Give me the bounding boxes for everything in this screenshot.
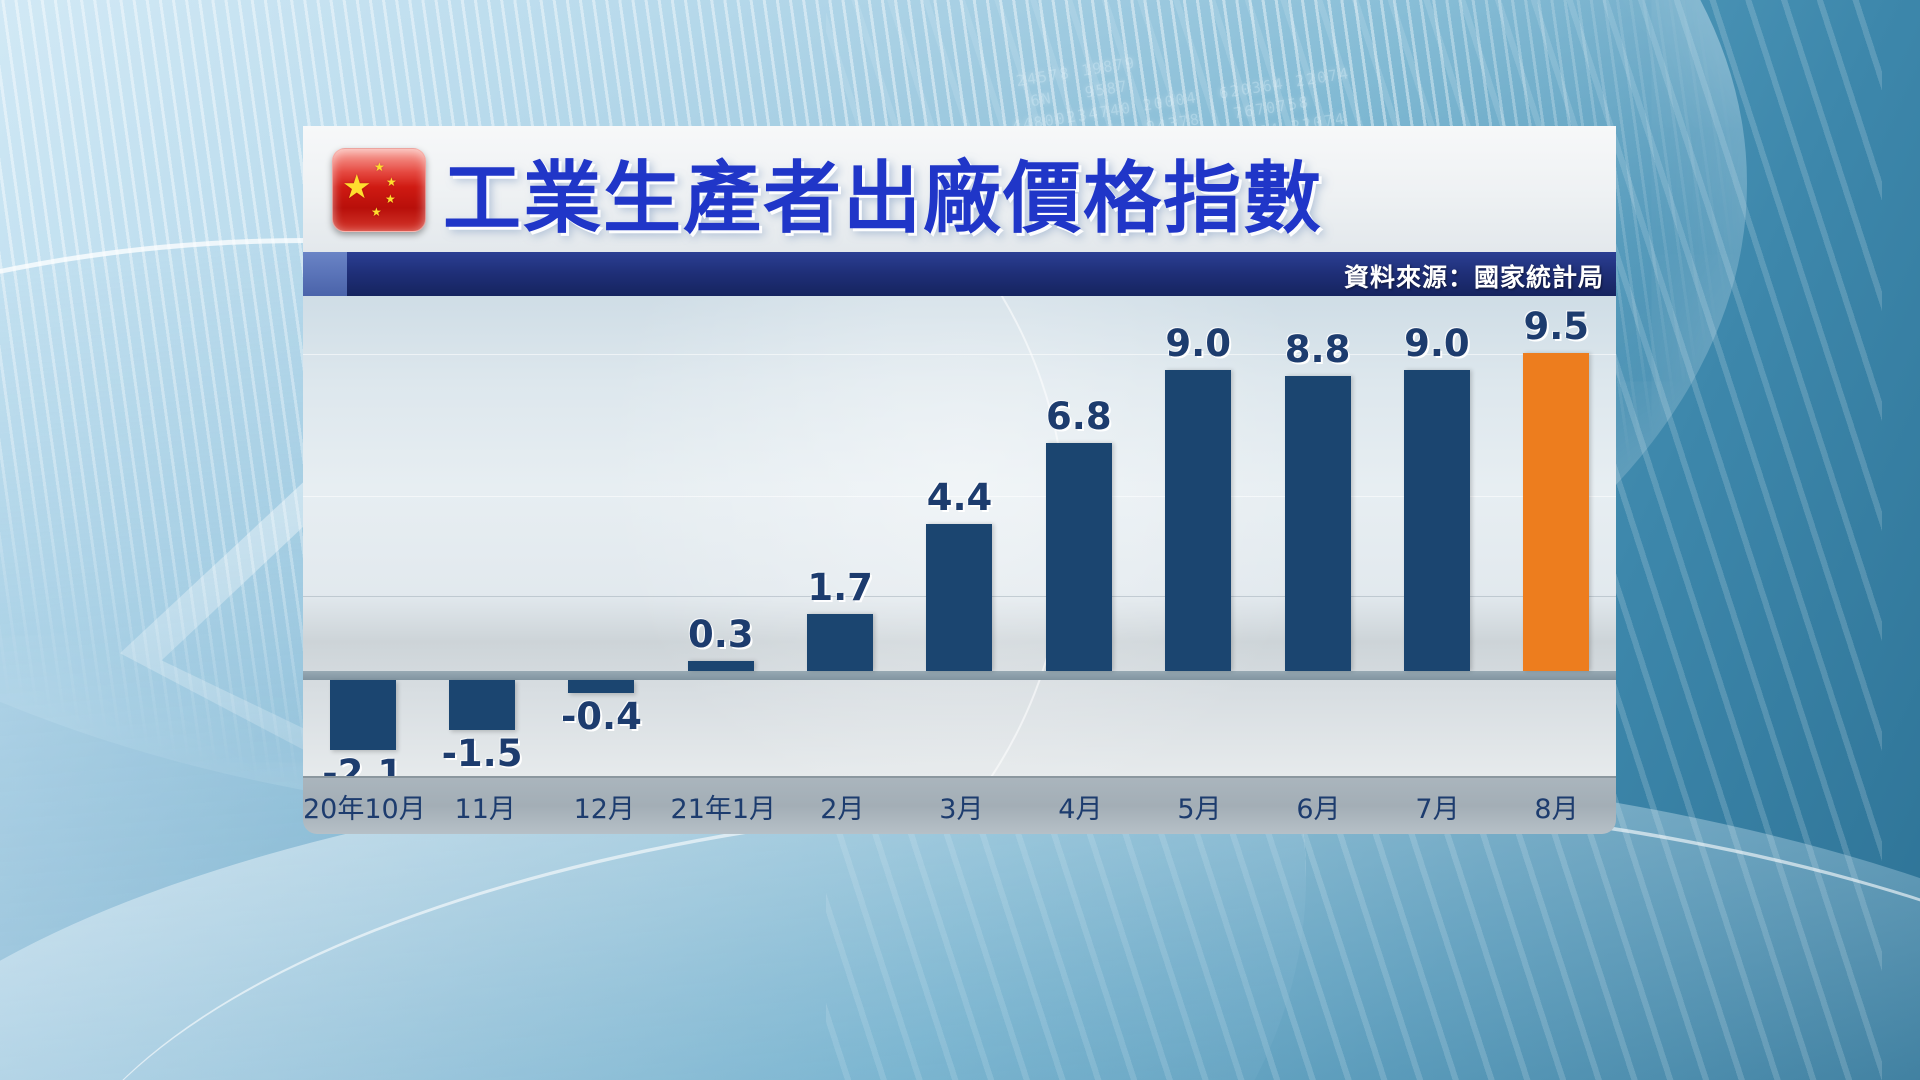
plot-area: % -2.1-1.5-0.40.31.74.46.89.08.89.09.5 xyxy=(303,296,1616,776)
bar xyxy=(449,680,516,731)
x-axis-label: 3月 xyxy=(939,793,984,825)
x-axis-bar: 20年10月 11月 12月 21年1月 2月 3月 4月 5月 6月 7月 8月 xyxy=(303,776,1616,834)
x-axis-label: 21年1月 xyxy=(670,793,777,825)
x-axis-label: 8月 xyxy=(1534,793,1579,825)
bar-value-label: 6.8 xyxy=(1046,395,1112,439)
bar xyxy=(329,680,396,751)
x-axis-label: 12月 xyxy=(573,793,635,825)
x-axis-label: 6月 xyxy=(1296,793,1341,825)
bar-column: -0.4 xyxy=(542,296,661,776)
bar xyxy=(687,660,754,671)
bar-value-label: -1.5 xyxy=(441,732,523,776)
x-axis-label: 20年10月 xyxy=(303,793,426,825)
flag-star-3: ★ xyxy=(385,192,396,206)
bar xyxy=(807,614,874,671)
bar-column: 8.8 xyxy=(1258,296,1377,776)
bar xyxy=(1403,369,1470,671)
bar-value-label: 9.5 xyxy=(1523,304,1590,348)
bar-column: 9.0 xyxy=(1377,296,1496,776)
source-label: 資料來源：國家統計局 xyxy=(1343,263,1604,292)
plot-gridline xyxy=(303,354,1616,355)
bar-column: 4.4 xyxy=(900,296,1019,776)
bar-value-label: 9.0 xyxy=(1404,321,1470,365)
bar-highlighted xyxy=(1523,352,1590,671)
bar-column: 0.3 xyxy=(661,296,780,776)
source-bar-accent xyxy=(303,252,347,296)
bar-value-label: -2.1 xyxy=(322,752,404,776)
bar-value-label: 4.4 xyxy=(926,475,993,519)
bar-column: -2.1 xyxy=(303,296,422,776)
bar-value-label: 9.0 xyxy=(1165,321,1231,365)
flag-star-1: ★ xyxy=(374,160,385,174)
bar-value-label: 1.7 xyxy=(807,566,873,610)
bar-value-label: 8.8 xyxy=(1284,328,1351,372)
china-flag-icon: ★ ★ ★ ★ ★ xyxy=(332,148,426,232)
zero-baseline xyxy=(303,671,1616,680)
bar-column: 1.7 xyxy=(780,296,899,776)
x-axis-label: 5月 xyxy=(1177,793,1222,825)
chart-panel: ★ ★ ★ ★ ★ 工業生產者出廠價格指數 資料來源：國家統計局 % -2.1-… xyxy=(303,126,1618,834)
page-title: 工業生產者出廠價格指數 xyxy=(443,154,1324,244)
flag-gloss xyxy=(333,149,425,187)
x-axis-label: 4月 xyxy=(1058,793,1103,825)
bar-column: 9.5 xyxy=(1497,296,1616,776)
bar xyxy=(1045,443,1112,671)
source-bar: 資料來源：國家統計局 xyxy=(303,252,1616,296)
bar xyxy=(568,680,635,694)
x-axis-label: 7月 xyxy=(1415,793,1460,825)
x-axis-label: 11月 xyxy=(454,793,516,825)
bar-value-label: -0.4 xyxy=(560,695,642,739)
flag-star-large: ★ xyxy=(342,168,372,205)
bar-column: 6.8 xyxy=(1019,296,1138,776)
flag-star-4: ★ xyxy=(371,205,382,219)
bar xyxy=(1165,369,1232,671)
bar xyxy=(1284,376,1351,671)
x-axis-label: 2月 xyxy=(820,793,865,825)
bar-column: 9.0 xyxy=(1139,296,1258,776)
bar xyxy=(926,523,993,671)
bar-value-label: 0.3 xyxy=(687,612,754,656)
plot-gridline xyxy=(303,496,1616,497)
flag-star-2: ★ xyxy=(386,175,397,189)
bar-column: -1.5 xyxy=(422,296,541,776)
panel-title-bar: ★ ★ ★ ★ ★ 工業生產者出廠價格指數 xyxy=(303,126,1616,252)
bar-series: -2.1 -1.5 -0.4 0.3 1.7 4.4 6.8 9.0 8.8 9.0 9.5 xyxy=(303,296,1616,776)
